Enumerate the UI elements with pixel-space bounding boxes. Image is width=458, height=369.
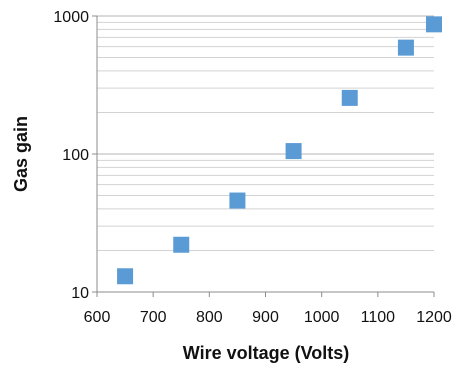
grid-layer: [97, 15, 434, 293]
y-tick-label: 10: [71, 285, 89, 302]
data-point: [426, 16, 442, 33]
y-tick-label: 1000: [53, 9, 89, 26]
data-point: [341, 89, 358, 106]
data-points: [117, 16, 442, 285]
x-axis-title: Wire voltage (Volts): [183, 343, 350, 363]
data-point: [397, 39, 414, 56]
y-tick-label: 100: [62, 147, 89, 164]
y-axis-title: Gas gain: [11, 116, 31, 192]
x-tick-label: 1000: [304, 309, 340, 326]
x-tick-label: 700: [140, 309, 167, 326]
axis-layer: [92, 15, 435, 297]
data-point: [173, 236, 190, 253]
data-point: [229, 192, 246, 209]
x-tick-label: 1200: [416, 309, 452, 326]
x-tick-label: 800: [196, 309, 223, 326]
x-tick-label: 1100: [361, 309, 396, 326]
data-point: [117, 268, 134, 285]
x-tick-label: 600: [84, 309, 111, 326]
tick-labels: 10 100 1000 600 700 800 900 1000 1100 1200: [53, 9, 451, 326]
x-tick-label: 900: [252, 309, 279, 326]
data-point: [285, 143, 302, 160]
